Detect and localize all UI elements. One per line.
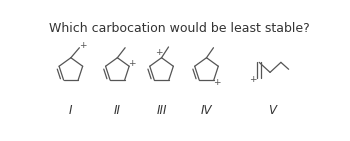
Text: I: I [69, 104, 73, 117]
Text: III: III [156, 104, 167, 117]
Text: II: II [114, 104, 121, 117]
Text: +: + [128, 60, 136, 68]
Text: Which carbocation would be least stable?: Which carbocation would be least stable? [49, 22, 310, 35]
Text: V: V [268, 104, 276, 117]
Text: +: + [79, 41, 86, 50]
Text: +: + [249, 75, 257, 84]
Text: IV: IV [201, 104, 212, 117]
Text: +: + [213, 78, 220, 87]
Text: +: + [155, 48, 163, 57]
